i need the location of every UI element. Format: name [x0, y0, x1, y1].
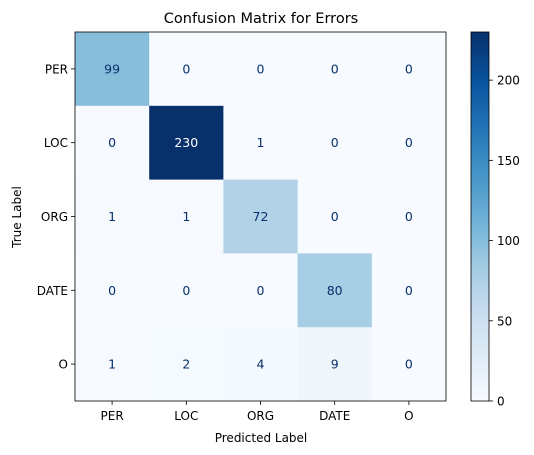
cell-value-label: 0 — [405, 135, 413, 150]
y-axis-label: True Label — [10, 186, 24, 249]
cell-value-label: 0 — [108, 283, 116, 298]
heatmap-cells — [75, 32, 447, 402]
heatmap-cell — [297, 32, 373, 107]
heatmap-cell — [223, 105, 299, 181]
heatmap-cell — [75, 253, 150, 328]
heatmap-cell — [371, 105, 447, 181]
heatmap-cell — [371, 253, 447, 328]
cell-value-label: 99 — [104, 61, 120, 76]
cell-value-label: 230 — [174, 135, 198, 150]
colorbar-tick-label: 100 — [497, 234, 520, 248]
heatmap-cell — [223, 327, 299, 402]
cell-value-label: 0 — [405, 209, 413, 224]
heatmap-cell — [297, 179, 373, 254]
cell-value-labels: 99 0 0 0 0 0 230 1 0 0 1 1 72 0 0 0 0 0 80 0 1 2 4 9 0 — [104, 61, 413, 371]
cell-value-label: 0 — [257, 61, 265, 76]
cell-value-label: 0 — [108, 135, 116, 150]
heatmap-cell — [297, 105, 373, 181]
heatmap-cell — [75, 32, 150, 107]
heatmap-cell — [371, 179, 447, 254]
x-tick-label: PER — [101, 409, 124, 423]
colorbar-tick-label: 150 — [497, 154, 520, 168]
y-axis-ticks: PER LOC ORG DATE O — [37, 62, 75, 372]
heatmap-cell — [297, 327, 373, 402]
heatmap-cell — [149, 105, 224, 181]
chart-title: Confusion Matrix for Errors — [164, 11, 358, 27]
cell-value-label: 2 — [182, 357, 190, 372]
x-axis-ticks: PER LOC ORG DATE O — [101, 401, 414, 423]
y-tick-label: DATE — [37, 284, 68, 298]
cell-value-label: 0 — [331, 135, 339, 150]
heatmap-cell — [223, 179, 299, 254]
heatmap-cell — [223, 32, 299, 107]
cell-value-label: 9 — [331, 357, 339, 372]
y-tick-label: ORG — [41, 210, 68, 224]
cell-value-label: 1 — [108, 209, 116, 224]
cell-value-label: 0 — [331, 61, 339, 76]
colorbar-tick-label: 200 — [497, 74, 520, 88]
y-tick-label: PER — [45, 62, 68, 76]
heatmap-cell — [75, 327, 150, 402]
heatmap-cell — [149, 32, 224, 107]
heatmap-cell — [149, 179, 224, 254]
colorbar-tick-label: 50 — [497, 314, 512, 328]
heatmap-cell — [223, 253, 299, 328]
cell-value-label: 0 — [182, 61, 190, 76]
colorbar-tick-label: 0 — [497, 395, 505, 409]
x-tick-label: O — [404, 409, 413, 423]
cell-value-label: 0 — [257, 283, 265, 298]
cell-value-label: 1 — [182, 209, 190, 224]
cell-value-label: 0 — [182, 283, 190, 298]
heatmap-cell — [371, 327, 447, 402]
x-tick-label: ORG — [247, 409, 274, 423]
cell-value-label: 1 — [108, 357, 116, 372]
x-axis-label: Predicted Label — [215, 431, 308, 445]
colorbar — [470, 31, 490, 402]
cell-value-label: 0 — [405, 357, 413, 372]
cell-value-label: 1 — [257, 135, 265, 150]
heatmap-cell — [149, 253, 224, 328]
cell-value-label: 0 — [405, 61, 413, 76]
cell-value-label: 80 — [327, 283, 343, 298]
cell-value-label: 0 — [405, 283, 413, 298]
cell-value-label: 0 — [331, 209, 339, 224]
heatmap-cell — [297, 253, 373, 328]
heatmap-cell — [75, 105, 150, 181]
x-tick-label: DATE — [319, 409, 350, 423]
cell-value-label: 72 — [253, 209, 269, 224]
heatmap-cell — [75, 179, 150, 254]
y-tick-label: O — [59, 358, 68, 372]
x-tick-label: LOC — [174, 409, 198, 423]
heatmap-cell — [371, 32, 447, 107]
cell-value-label: 4 — [257, 357, 265, 372]
colorbar-ticks: 0 50 100 150 200 — [489, 74, 520, 409]
y-tick-label: LOC — [44, 136, 68, 150]
heatmap-cell — [149, 327, 224, 402]
